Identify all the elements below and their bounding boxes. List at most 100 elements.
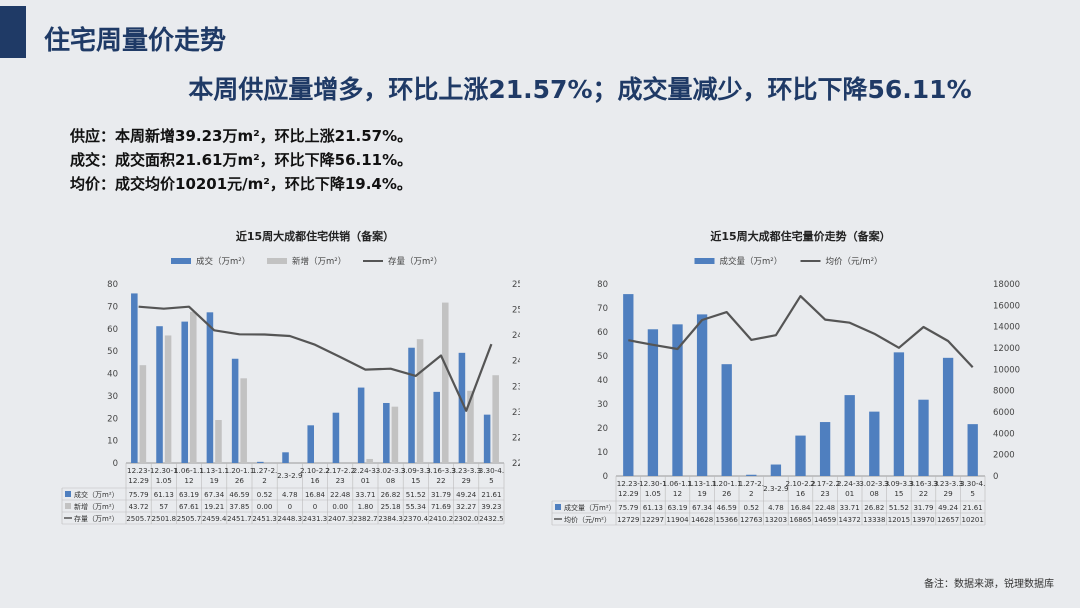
category-label: 12.23- xyxy=(617,479,641,488)
table-cell: 13970 xyxy=(912,516,934,524)
bar xyxy=(206,312,214,463)
table-cell: 61.13 xyxy=(643,504,663,512)
category-label: 3.16-3.3 xyxy=(426,466,456,475)
table-cell: 75.79 xyxy=(129,491,149,499)
right-tick-label: 18000 xyxy=(993,280,1020,290)
right-tick-label: 2300 xyxy=(512,408,520,418)
category-label: 3.02-3.3 xyxy=(376,466,406,475)
category-label: 26 xyxy=(722,489,732,498)
bar xyxy=(257,461,264,463)
right-tick-label: 2400 xyxy=(512,357,520,367)
left-tick-label: 0 xyxy=(603,472,608,482)
table-cell: 13338 xyxy=(863,516,885,524)
category-label: 2.17-2.2 xyxy=(810,479,840,488)
bar xyxy=(893,352,905,476)
table-row-marker xyxy=(65,503,71,509)
table-cell: 12657 xyxy=(937,516,959,524)
category-label: 19 xyxy=(210,476,220,485)
category-label: 3.16-3.3 xyxy=(908,479,938,488)
category-label: 01 xyxy=(361,476,370,485)
right-tick-label: 12000 xyxy=(993,344,1020,354)
table-cell: 37.85 xyxy=(229,503,249,511)
category-label: 2.24-3. xyxy=(353,466,378,475)
table-cell: 2432.5 xyxy=(479,515,504,523)
bar xyxy=(391,406,399,463)
left-tick-label: 10 xyxy=(597,448,608,458)
supply-sales-chart: 近15周大成都住宅供销（备案）成交（万m²） 新增（万m²） 存量（万m²）0102… xyxy=(61,229,520,525)
table-cell: 16865 xyxy=(789,516,811,524)
bar xyxy=(844,395,855,476)
category-label: 2.10-2.2 xyxy=(785,479,815,488)
table-cell: 2302.0 xyxy=(454,515,479,523)
category-label: 2.17-2.2 xyxy=(325,466,355,475)
table-cell: 12763 xyxy=(740,516,762,524)
category-label: 29 xyxy=(462,476,472,485)
series-line xyxy=(628,294,974,368)
table-cell: 67.34 xyxy=(692,504,713,512)
table-cell: 26.82 xyxy=(381,491,401,499)
legend-label: 成交量（万m²） xyxy=(720,256,783,267)
table-cell: 33.71 xyxy=(840,504,860,512)
chart-title: 近15周大成都住宅供销（备案） xyxy=(236,229,394,243)
table-cell: 2451.3 xyxy=(252,515,277,523)
table-cell: 46.59 xyxy=(717,504,737,512)
category-label: 23 xyxy=(821,489,830,498)
table-cell: 51.52 xyxy=(889,504,909,512)
table-cell: 67.61 xyxy=(179,503,199,511)
category-label: 2.3-2.9 xyxy=(763,484,789,493)
bar xyxy=(240,378,247,463)
bar xyxy=(746,474,757,476)
table-cell: 14659 xyxy=(814,516,836,524)
table-row-marker xyxy=(65,491,71,497)
table-cell: 25.18 xyxy=(381,503,401,511)
bar xyxy=(131,293,138,463)
bar xyxy=(770,464,782,476)
table-cell: 19.21 xyxy=(204,503,224,511)
bar xyxy=(483,414,491,463)
table-cell: 43.72 xyxy=(129,503,149,511)
bar xyxy=(164,335,172,463)
table-cell: 16.84 xyxy=(790,504,811,512)
category-label: 1.05 xyxy=(645,489,661,498)
table-cell: 57 xyxy=(159,503,168,511)
left-tick-label: 80 xyxy=(597,280,608,290)
left-tick-label: 60 xyxy=(597,328,608,338)
table-row-header: 新增（万m²） xyxy=(74,502,119,511)
category-label: 5 xyxy=(489,476,494,485)
right-tick-label: 6000 xyxy=(993,408,1015,418)
bar xyxy=(433,391,440,463)
table-cell: 2505.7 xyxy=(177,515,202,523)
category-label: 22 xyxy=(436,476,445,485)
legend-swatch xyxy=(171,258,191,264)
category-label: 1.06-1.1 xyxy=(662,479,692,488)
table-cell: 15366 xyxy=(716,516,739,524)
category-label: 23 xyxy=(336,476,345,485)
category-label: 3.09-3.3 xyxy=(401,466,431,475)
table-cell: 16.84 xyxy=(305,491,326,499)
table-cell: 55.34 xyxy=(406,503,427,511)
left-tick-label: 50 xyxy=(107,347,118,357)
table-row-header: 成交量（万m²） xyxy=(564,503,616,512)
bar xyxy=(366,458,373,463)
table-cell: 63.19 xyxy=(179,491,199,499)
category-label: 2.24-3. xyxy=(837,479,862,488)
table-cell: 12729 xyxy=(617,516,639,524)
bar xyxy=(918,399,929,476)
table-cell: 12297 xyxy=(642,516,664,524)
title-accent-block xyxy=(0,6,26,58)
right-tick-label: 10000 xyxy=(993,365,1020,375)
category-label: 08 xyxy=(870,489,880,498)
table-cell: 2451.7 xyxy=(227,515,252,523)
left-tick-label: 60 xyxy=(107,325,118,335)
category-label: 1.20-1.1 xyxy=(712,479,742,488)
category-label: 1.05 xyxy=(156,476,172,485)
table-cell: 0.52 xyxy=(257,491,273,499)
table-cell: 2410.2 xyxy=(429,515,454,523)
legend-swatch xyxy=(694,258,715,264)
legend-label: 均价（元/m²） xyxy=(826,256,883,267)
table-cell: 2501.8 xyxy=(152,515,177,523)
category-label: 2.10-2.2 xyxy=(300,466,330,475)
left-tick-label: 70 xyxy=(597,304,608,314)
table-row-marker xyxy=(555,504,561,510)
legend-swatch xyxy=(267,258,287,264)
